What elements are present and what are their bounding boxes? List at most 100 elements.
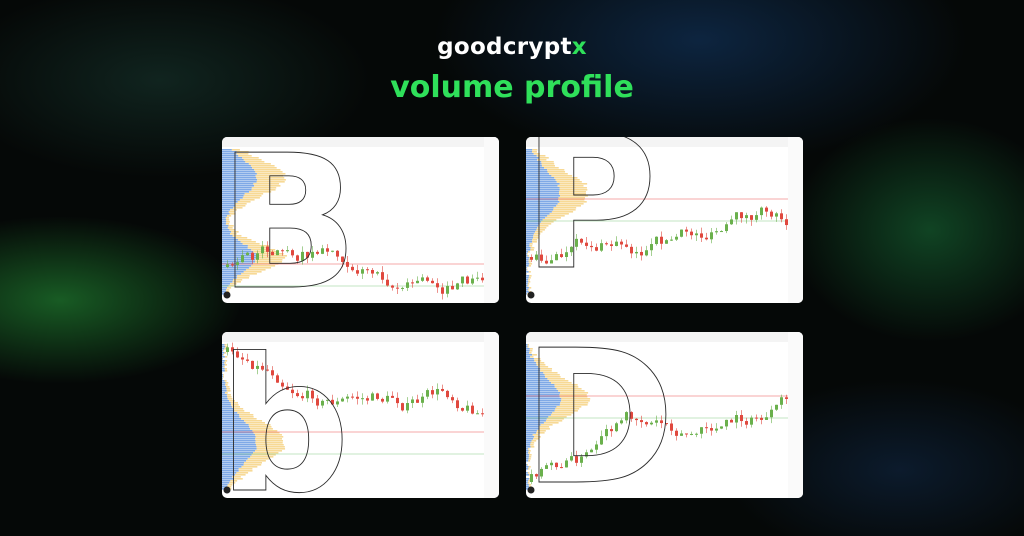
profile-bar [529, 454, 532, 456]
profile-bar [526, 263, 530, 265]
candle [226, 347, 229, 352]
candle [436, 388, 439, 395]
profile-bar [233, 408, 244, 410]
profile-bar [222, 167, 253, 169]
profile-bar [227, 486, 232, 488]
profile-bar [222, 380, 225, 382]
profile-bar [246, 460, 266, 462]
profile-bar [222, 430, 253, 432]
profile-bar [233, 478, 243, 480]
profile-bar [526, 378, 548, 380]
profile-bar [538, 426, 550, 428]
profile-bar [230, 233, 237, 235]
profile-bar [526, 398, 562, 400]
profile-bar [227, 398, 233, 400]
candle [471, 278, 474, 284]
profile-bar [243, 195, 262, 197]
profile-bar [541, 221, 554, 223]
profile-bar [247, 458, 269, 460]
candle [446, 285, 449, 294]
profile-bar [526, 243, 530, 245]
candle [426, 277, 429, 281]
candle [555, 462, 558, 468]
candle [640, 251, 643, 256]
profile-bar [245, 422, 266, 424]
candle [231, 264, 234, 266]
profile-bar [526, 197, 559, 199]
profile-bar [222, 358, 223, 360]
profile-bar [526, 464, 528, 466]
profile-bar [256, 446, 285, 448]
profile-bar [222, 231, 232, 233]
profile-bar [222, 434, 255, 436]
candle [276, 375, 279, 383]
candle [416, 280, 419, 284]
profile-bar [235, 203, 247, 205]
profile-bar [558, 390, 585, 392]
profile-bar [222, 350, 223, 352]
candle [615, 423, 618, 432]
logo-text: goodcrypt [437, 34, 572, 60]
profile-bar [528, 277, 531, 279]
profile-bar [232, 476, 241, 478]
profile-bar [222, 215, 228, 217]
profile-bar [526, 253, 528, 255]
profile-bar [230, 402, 238, 404]
profile-bar [236, 277, 250, 279]
profile-bar [222, 211, 229, 213]
candle [720, 426, 723, 429]
profile-bar [528, 251, 530, 253]
candle [785, 219, 788, 226]
profile-bar [541, 165, 555, 167]
candle [451, 397, 454, 401]
candle [346, 261, 349, 267]
profile-bar [558, 199, 585, 201]
profile-bar [222, 466, 242, 468]
toolbar [222, 332, 499, 342]
profile-bar [528, 484, 532, 486]
profile-bar [222, 209, 231, 211]
profile-bar [526, 185, 558, 187]
profile-bar [526, 281, 529, 283]
candle [386, 395, 389, 402]
candle [740, 415, 743, 422]
profile-bar [241, 418, 257, 420]
candle [675, 236, 678, 240]
profile-bar [222, 151, 237, 153]
profile-bar [526, 388, 557, 390]
profile-bar [224, 364, 228, 366]
profile-bar [222, 193, 245, 195]
profile-bar [527, 289, 530, 291]
profile-bar [526, 283, 528, 285]
candle [655, 420, 658, 423]
profile-bar [548, 416, 567, 418]
candle [336, 250, 339, 257]
profile-bar [554, 410, 578, 412]
candle [316, 251, 319, 254]
profile-bar [532, 151, 537, 153]
candle [331, 250, 334, 252]
profile-bar [234, 474, 246, 476]
profile-bar [526, 366, 539, 368]
profile-bar [252, 167, 277, 169]
candle [401, 403, 404, 411]
profile-bar [526, 153, 534, 155]
profile-bar [526, 374, 545, 376]
profile-bar [251, 189, 276, 191]
profile-bar [526, 269, 528, 271]
candle [640, 420, 643, 423]
candle [391, 395, 394, 398]
profile-bar [526, 436, 535, 438]
profile-bar [526, 293, 528, 295]
candle [610, 244, 613, 247]
profile-bar [256, 257, 286, 259]
profile-bar [530, 442, 535, 444]
candle [396, 397, 399, 404]
candle [291, 250, 294, 256]
candle [620, 420, 623, 424]
profile-bar [526, 354, 533, 356]
profile-bar [526, 183, 560, 185]
profile-bar [222, 181, 257, 183]
profile-bar [561, 400, 590, 402]
